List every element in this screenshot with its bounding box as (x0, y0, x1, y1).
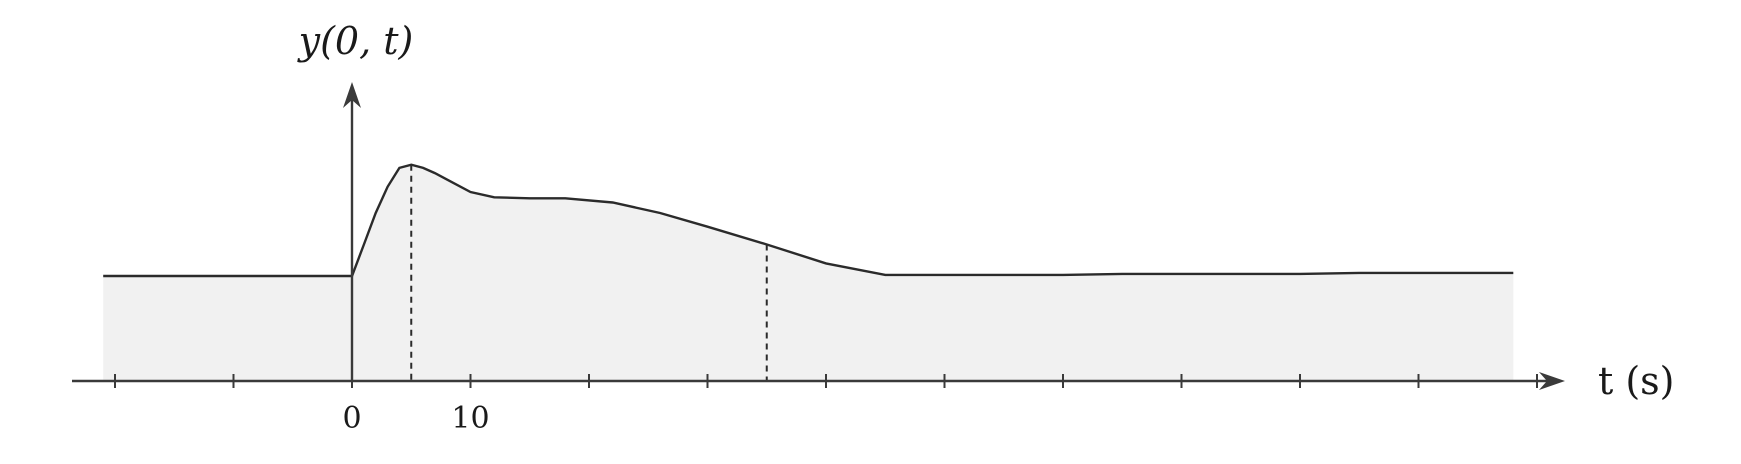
series-line (103, 163, 1514, 278)
x-tick-label: 10 (451, 401, 489, 436)
y-axis-arrowhead-icon (343, 82, 361, 108)
x-tick-labels: 0 10 (342, 401, 489, 436)
x-ticks (114, 374, 1538, 388)
y-axis-label: y(0, t) (297, 19, 414, 63)
x-axis-label: t (s) (1598, 359, 1675, 403)
guide-lines (410, 164, 768, 381)
x-tick-label: 0 (342, 401, 361, 436)
x-axis-arrowhead-icon (1539, 372, 1565, 390)
area-under-curve (103, 164, 1514, 381)
